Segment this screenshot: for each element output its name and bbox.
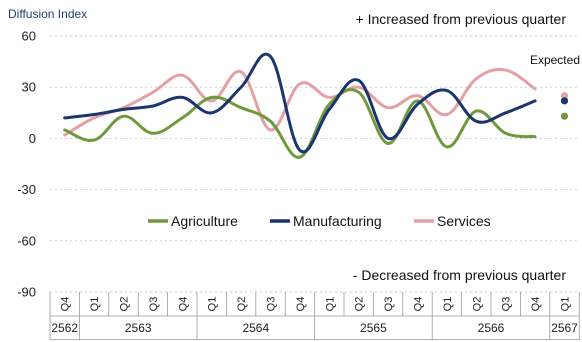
quarter-label: Q2 (119, 297, 131, 312)
y-tick-label: 30 (22, 80, 36, 95)
year-label: 2563 (125, 321, 152, 335)
year-label: 2564 (242, 321, 269, 335)
year-label: 2566 (478, 321, 505, 335)
quarter-label: Q4 (177, 297, 189, 312)
expected-label: Expected (530, 53, 580, 67)
manufacturing-series (63, 52, 569, 154)
legend-label: Agriculture (171, 213, 238, 229)
quarter-label: Q3 (266, 297, 278, 312)
agriculture-series (63, 88, 569, 159)
quarter-label: Q1 (560, 297, 572, 312)
services-expected-point (560, 92, 569, 100)
year-label: 2562 (51, 321, 78, 335)
agriculture-expected-point (560, 112, 569, 120)
quarter-label: Q1 (89, 297, 101, 312)
increased-annotation: + Increased from previous quarter (356, 11, 567, 27)
legend-item-agriculture: Agriculture (148, 213, 238, 229)
y-tick-label: -90 (17, 285, 36, 300)
quarter-label: Q1 (324, 297, 336, 312)
quarter-label: Q1 (442, 297, 454, 312)
agriculture-line (63, 88, 537, 159)
year-label: 2567 (551, 321, 578, 335)
services-line (63, 68, 537, 137)
decreased-annotation: - Decreased from previous quarter (353, 267, 567, 283)
quarter-label: Q4 (295, 297, 307, 312)
year-label: 2565 (360, 321, 387, 335)
y-tick-label: -30 (17, 182, 36, 197)
legend-item-services: Services (414, 213, 491, 229)
quarter-label: Q3 (501, 297, 513, 312)
y-tick-label: -60 (17, 233, 36, 248)
quarter-label: Q1 (207, 297, 219, 312)
manufacturing-line (63, 52, 537, 154)
legend-label: Manufacturing (293, 213, 382, 229)
services-series (63, 68, 569, 137)
quarter-label: Q4 (530, 297, 542, 312)
quarter-label: Q3 (383, 297, 395, 312)
y-axis-label: Diffusion Index (8, 7, 87, 21)
quarter-label: Q4 (60, 297, 72, 312)
quarter-label: Q2 (354, 297, 366, 312)
quarter-label: Q3 (148, 297, 160, 312)
legend-item-manufacturing: Manufacturing (270, 213, 382, 229)
manufacturing-expected-point (560, 97, 569, 105)
quarter-row: Q4 Q1 Q2 Q3 Q4 Q1 Q2 Q3 Q4 Q1 Q2 Q3 Q4 Q1 Q2 Q3 Q4 Q1 (49, 292, 580, 316)
legend-label: Services (437, 213, 491, 229)
y-tick-label: 60 (22, 29, 36, 44)
quarter-label: Q2 (236, 297, 248, 312)
y-tick-label: 0 (29, 131, 36, 146)
quarter-label: Q4 (413, 297, 425, 312)
quarter-label: Q2 (471, 297, 483, 312)
